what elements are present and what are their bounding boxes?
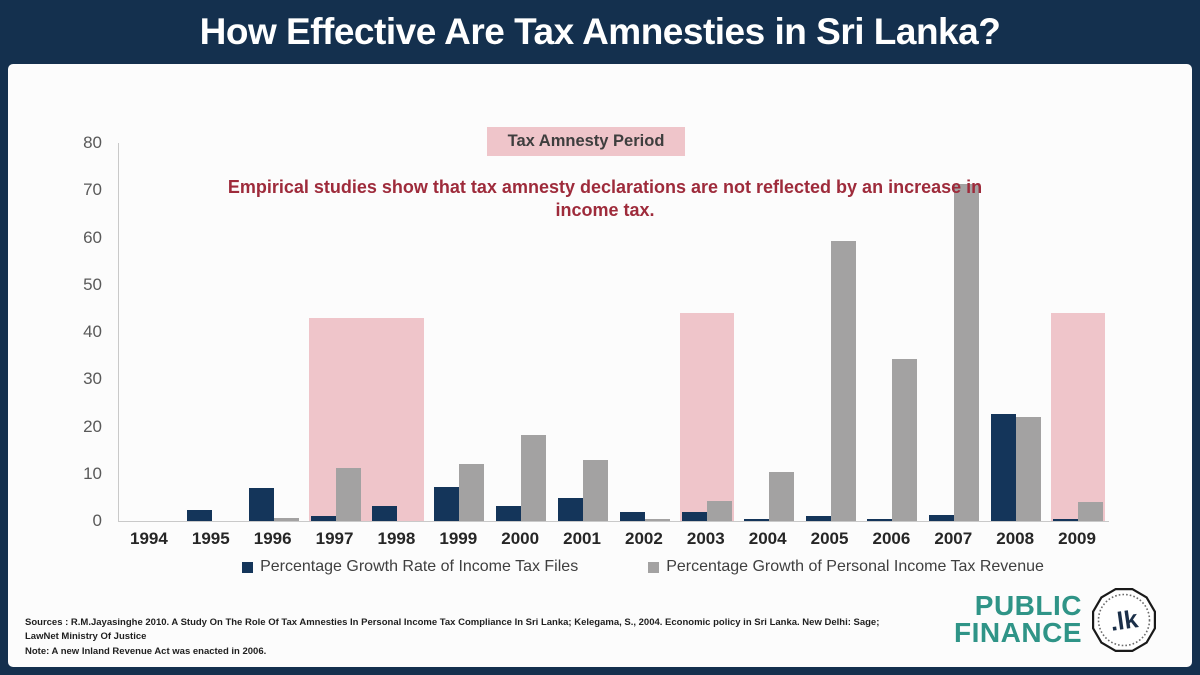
plot-area xyxy=(118,143,1109,522)
y-tick-label: 70 xyxy=(83,180,102,200)
x-tick-label: 1999 xyxy=(439,529,478,548)
lk-coin-icon: .lk xyxy=(1091,587,1157,653)
bar-files-1995 xyxy=(186,510,212,521)
x-tick-label: 2007 xyxy=(934,529,973,548)
bar-revenue-2009 xyxy=(1078,502,1104,521)
x-tick-label: 2002 xyxy=(625,529,663,548)
x-tick-label: 2003 xyxy=(686,529,725,548)
annotation-text: Empirical studies show that tax amnesty … xyxy=(227,177,983,221)
x-tick-label: 2001 xyxy=(563,529,601,548)
y-tick-label: 50 xyxy=(83,274,102,294)
bar-revenue-2000 xyxy=(521,435,547,521)
bar-revenue-2008 xyxy=(1016,417,1042,521)
logo-wordmark: PUBLIC FINANCE xyxy=(954,590,1082,648)
x-axis: 1994 1995 1996 1997 1998 1999 2000 2001 2002 2003… xyxy=(118,529,1108,553)
x-tick-label: 1997 xyxy=(315,529,354,548)
bar-files-1999 xyxy=(434,486,460,521)
legend-swatch xyxy=(648,561,660,573)
bar-files-2007 xyxy=(929,514,955,521)
note-line: Note: A new Inland Revenue Act was enact… xyxy=(25,645,267,657)
bar-files-2000 xyxy=(496,506,522,521)
bar-revenue-2004 xyxy=(768,471,794,521)
x-tick-label: 1995 xyxy=(191,529,230,548)
y-tick-label: 60 xyxy=(83,227,102,247)
bar-files-1996 xyxy=(248,487,274,521)
bar-revenue-2003 xyxy=(706,501,732,521)
x-tick-label: 1994 xyxy=(130,529,168,548)
title-bar: How Effective Are Tax Amnesties in Sri L… xyxy=(0,0,1200,64)
bar-files-2006 xyxy=(867,518,893,521)
y-tick-label: 40 xyxy=(83,322,102,341)
bar-files-2003 xyxy=(681,511,707,521)
x-tick-label: 2008 xyxy=(996,529,1035,548)
content-panel: 80 70 60 50 40 30 20 10 0 1994 1995 1996 1997 1998 19… xyxy=(8,64,1192,667)
y-axis: 80 70 60 50 40 30 20 10 0 xyxy=(60,64,108,544)
publicfinance-logo: PUBLIC FINANCE .lk xyxy=(954,586,1158,654)
x-tick-label: 2006 xyxy=(872,529,911,548)
lk-badge-text: .lk xyxy=(1108,605,1140,637)
legend-item: Percentage Growth of Personal Income Tax… xyxy=(648,558,1044,576)
legend-item: Percentage Growth Rate of Income Tax Fil… xyxy=(242,558,578,576)
bar-files-2005 xyxy=(805,516,831,521)
sources-text: Sources : R.M.Jayasinghe 2010. A Study O… xyxy=(25,616,905,659)
bar-revenue-2002 xyxy=(644,518,670,521)
logo-text-finance: FINANCE xyxy=(954,617,1082,648)
tax-amnesty-band xyxy=(308,317,425,521)
x-tick-label: 2000 xyxy=(501,529,540,548)
bar-files-2002 xyxy=(619,511,645,521)
bar-revenue-1997 xyxy=(335,467,361,521)
y-tick-label: 0 xyxy=(92,511,102,530)
bar-files-1997 xyxy=(310,515,336,521)
bar-revenue-2006 xyxy=(892,359,918,521)
legend-label: Percentage Growth of Personal Income Tax… xyxy=(666,558,1044,575)
bar-revenue-2001 xyxy=(583,459,609,521)
x-tick-label: 1998 xyxy=(377,529,416,548)
bar-revenue-2007 xyxy=(954,184,980,521)
legend-label: Percentage Growth Rate of Income Tax Fil… xyxy=(260,558,579,575)
tax-amnesty-band xyxy=(679,313,734,521)
x-tick-label: 1996 xyxy=(253,529,292,548)
y-tick-label: 80 xyxy=(83,133,102,152)
bar-files-2008 xyxy=(991,413,1017,521)
bar-files-2001 xyxy=(558,498,584,521)
legend-swatch xyxy=(242,561,254,573)
legend: Percentage Growth Rate of Income Tax Fil… xyxy=(148,558,1138,576)
y-tick-label: 30 xyxy=(83,369,102,389)
bar-revenue-2005 xyxy=(830,241,856,521)
bar-revenue-1999 xyxy=(459,464,485,521)
x-tick-label: 2009 xyxy=(1058,529,1096,548)
bar-files-1998 xyxy=(372,505,398,521)
x-tick-label: 2004 xyxy=(748,529,787,548)
x-tick-label: 2005 xyxy=(810,529,849,548)
bar-files-2009 xyxy=(1053,519,1079,521)
logo-text-public: PUBLIC xyxy=(974,590,1082,622)
page-title: How Effective Are Tax Amnesties in Sri L… xyxy=(199,11,1001,52)
bar-files-2004 xyxy=(743,519,769,521)
sources-line: Sources : R.M.Jayasinghe 2010. A Study O… xyxy=(25,617,880,643)
tax-amnesty-period-chip: Tax Amnesty Period xyxy=(487,127,685,156)
bar-revenue-1996 xyxy=(273,518,299,521)
y-tick-label: 10 xyxy=(83,463,102,483)
tax-amnesty-band xyxy=(1051,313,1105,521)
y-tick-label: 20 xyxy=(83,416,102,436)
